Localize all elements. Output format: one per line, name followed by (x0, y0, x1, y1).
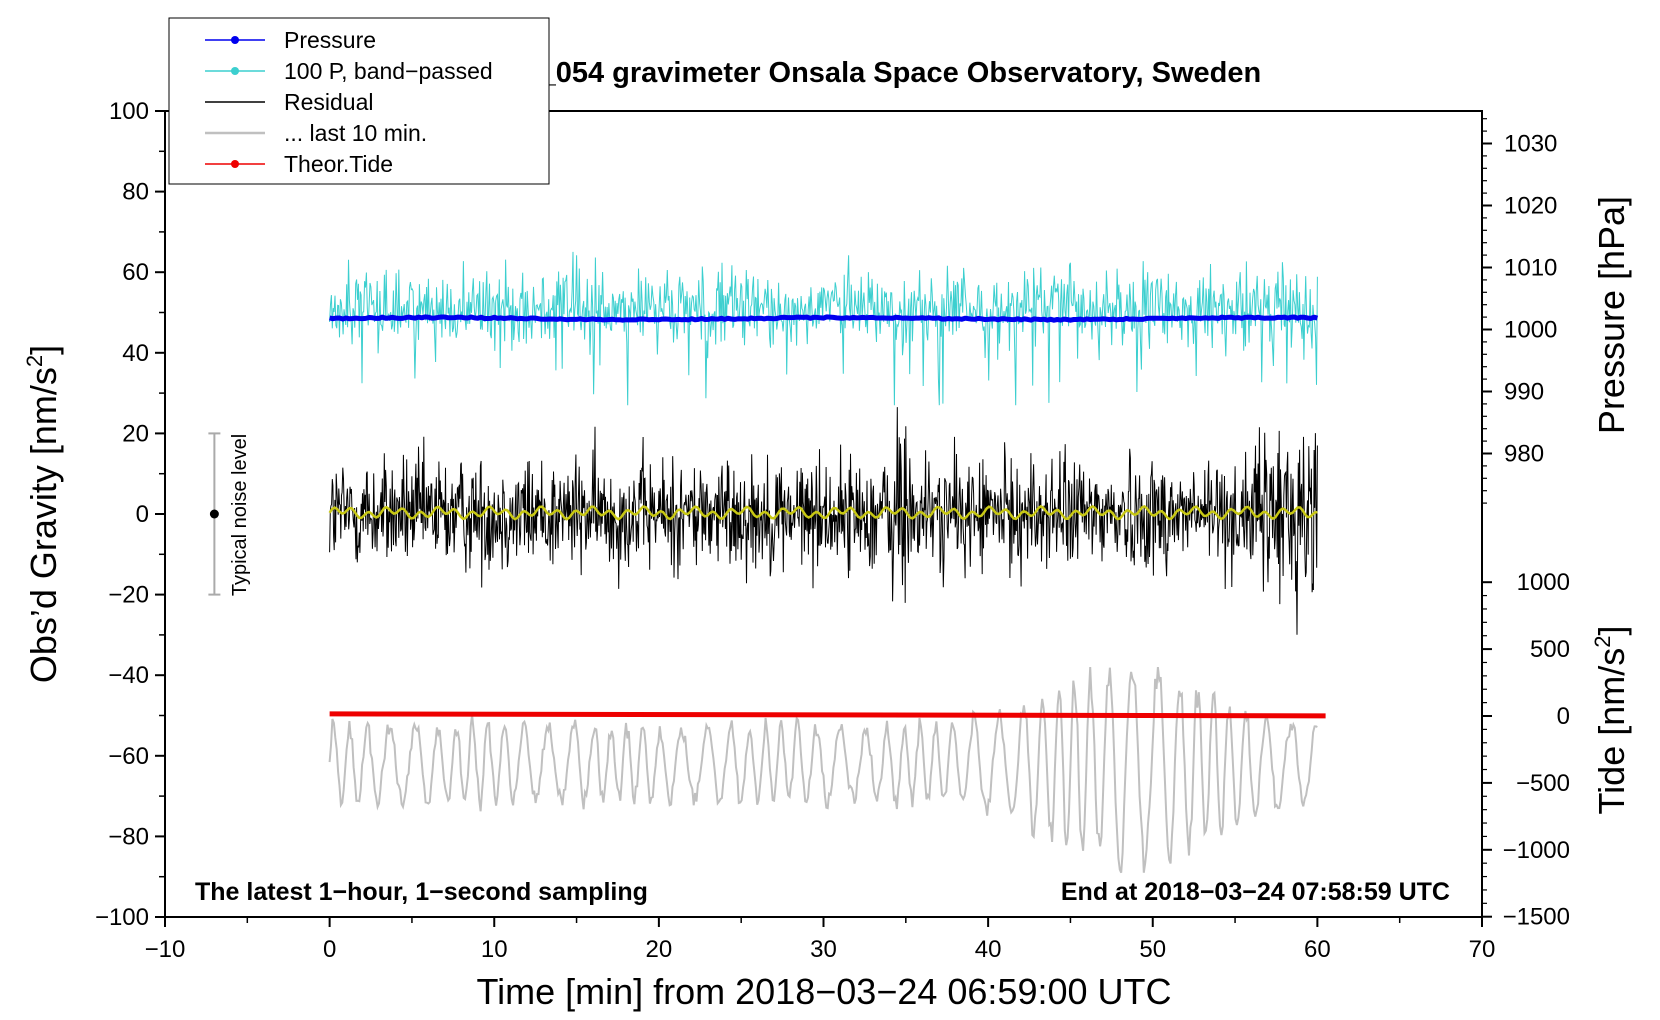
legend-marker-4 (231, 160, 239, 168)
x-tick-label: 50 (1139, 936, 1166, 963)
annotation-sampling: The latest 1−hour, 1−second sampling (195, 878, 648, 906)
residual-line (329, 407, 1318, 635)
legend-box (168, 17, 550, 185)
y-axis-label-left-close: ] (23, 345, 64, 355)
pressure-tick-label: 1020 (1504, 193, 1557, 220)
y-tick-label: −40 (108, 662, 149, 689)
legend: Pressure 100 P, band−passed Residual ... la… (168, 17, 550, 185)
pressure-tick-label: 1010 (1504, 255, 1557, 282)
y-axis-label-tide-main: Tide [nm/s (1591, 648, 1632, 815)
y-tick-label: −20 (108, 582, 149, 609)
axis-layer: −10 0 10 20 30 40 50 60 70100806040200−20−40−60−… (95, 98, 1570, 963)
legend-label-4: Theor.Tide (284, 151, 393, 177)
x-tick-label: 0 (323, 936, 336, 963)
noise-center-dot (209, 509, 219, 519)
y-tick-label: 100 (109, 98, 149, 125)
x-tick-label: 20 (646, 936, 673, 963)
legend-label-1: 100 P, band−passed (284, 58, 493, 84)
annotation-end-time: End at 2018−03−24 07:58:59 UTC (1061, 878, 1450, 906)
noise-level-indicator: Typical noise level (208, 432, 251, 596)
pressure-line (329, 314, 1319, 323)
noise-level-label: Typical noise level (229, 434, 251, 596)
x-tick-label: 60 (1304, 936, 1331, 963)
smoothed-residual-line (328, 504, 1318, 521)
last-10-min-line (328, 666, 1318, 874)
y-axis-label-left-sup: 2 (22, 355, 47, 367)
pressure-tick-label: 980 (1504, 441, 1544, 468)
pressure-tick-label: 1000 (1504, 317, 1557, 344)
tide-tick-label: 1000 (1517, 569, 1570, 596)
x-axis-label: Time [min] from 2018−03−24 06:59:00 UTC (476, 971, 1171, 1012)
legend-label-3: ... last 10 min. (284, 120, 427, 146)
y-axis-label-left: Obs’d Gravity [nm/s2] (22, 345, 64, 683)
x-tick-label: 40 (975, 936, 1002, 963)
y-axis-label-left-main: Obs’d Gravity [nm/s (23, 367, 64, 683)
x-tick-label: −10 (145, 936, 186, 963)
legend-marker-0 (231, 36, 239, 44)
y-axis-label-pressure: Pressure [hPa] (1591, 196, 1632, 434)
x-tick-label: 30 (810, 936, 837, 963)
y-tick-label: −100 (95, 904, 149, 931)
y-tick-label: 60 (122, 259, 149, 286)
theoretical-tide-line (329, 711, 1326, 719)
y-tick-label: −80 (108, 823, 149, 850)
y-tick-label: 80 (122, 179, 149, 206)
y-tick-label: 20 (122, 420, 149, 447)
y-tick-label: 0 (136, 501, 149, 528)
tide-tick-label: −1000 (1503, 837, 1570, 864)
y-tick-label: −60 (108, 743, 149, 770)
y-axis-label-tide-sup: 2 (1590, 636, 1615, 648)
pressure-tick-label: 1030 (1504, 131, 1557, 158)
x-tick-label: 10 (481, 936, 508, 963)
chart-title: SCG_054 gravimeter Onsala Space Observat… (477, 57, 1261, 89)
legend-marker-1 (231, 67, 239, 75)
y-axis-label-tide-close: ] (1591, 626, 1632, 636)
bandpassed-pressure-line (329, 251, 1318, 406)
y-tick-label: 40 (122, 340, 149, 367)
legend-label-0: Pressure (284, 27, 376, 53)
series-layer (328, 251, 1326, 874)
x-tick-label: 70 (1469, 936, 1496, 963)
y-axis-label-tide: Tide [nm/s2] (1590, 626, 1632, 815)
pressure-tick-label: 990 (1504, 379, 1544, 406)
tide-tick-label: −500 (1516, 770, 1570, 797)
tide-tick-label: 500 (1530, 636, 1570, 663)
tide-tick-label: −1500 (1503, 904, 1570, 931)
legend-label-2: Residual (284, 89, 374, 115)
tide-tick-label: 0 (1557, 703, 1570, 730)
